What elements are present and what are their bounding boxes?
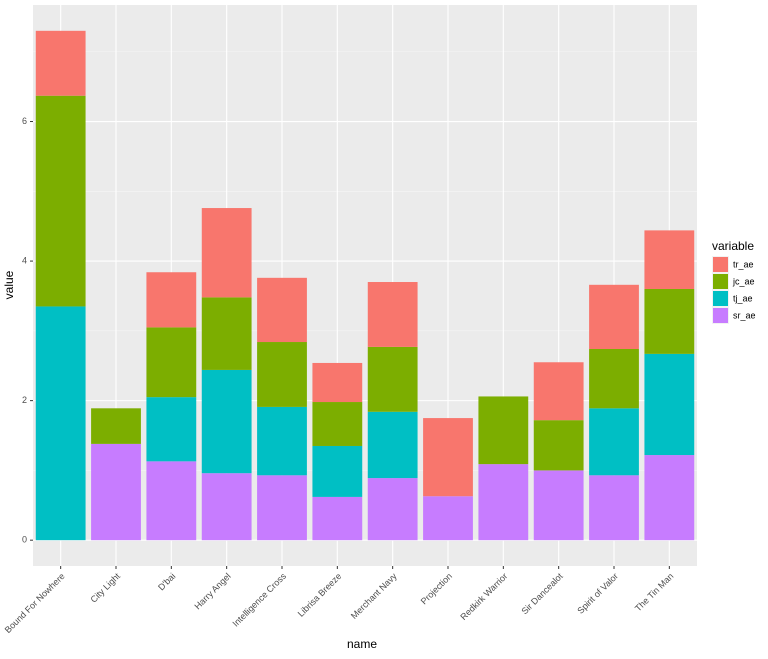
bar-segment xyxy=(644,455,695,541)
legend-key xyxy=(713,274,728,289)
y-axis-label: value xyxy=(2,270,16,299)
panel xyxy=(33,5,697,566)
x-axis-label: name xyxy=(347,637,377,651)
x-tick-label: Merchant Navy xyxy=(349,571,399,621)
legend-title: variable xyxy=(712,239,754,253)
bar-segment xyxy=(367,282,418,347)
bar-segment xyxy=(533,362,584,421)
bar-segment xyxy=(146,397,197,462)
legend-label: sr_ae xyxy=(733,310,756,320)
legend-label: tj_ae xyxy=(733,293,753,303)
bar-segment xyxy=(367,411,418,479)
legend-label: tr_ae xyxy=(733,259,754,269)
bar-segment xyxy=(478,464,529,541)
bar-segment xyxy=(146,461,197,541)
bar-segment xyxy=(312,402,363,446)
y-tick-label: 2 xyxy=(22,395,27,405)
bar-segment xyxy=(589,475,639,541)
bar-segment xyxy=(423,496,473,541)
bar-segment xyxy=(423,418,473,497)
bar-segment xyxy=(35,30,86,96)
x-tick-label: Sir Dancealot xyxy=(519,571,565,617)
x-tick-label: D'bai xyxy=(156,571,177,592)
bar-segment xyxy=(589,284,639,349)
bar-segment xyxy=(367,346,418,412)
bar-segment xyxy=(533,420,584,471)
bar-segment xyxy=(91,443,141,541)
bar-segment xyxy=(201,208,252,298)
bar-segment xyxy=(91,408,141,444)
x-tick-label: Spirit of Valor xyxy=(575,571,620,616)
bar-segment xyxy=(589,348,639,409)
legend-key xyxy=(713,291,728,306)
x-tick-label: Bound For Nowhere xyxy=(3,571,67,635)
bar-segment xyxy=(257,406,307,476)
legend-key xyxy=(713,308,728,323)
bar-segment xyxy=(312,362,363,403)
bar-segment xyxy=(589,408,639,476)
legend-label: jc_ae xyxy=(732,276,755,286)
bar-segment xyxy=(257,277,307,343)
bar-segment xyxy=(367,478,418,541)
y-tick-label: 6 xyxy=(22,116,27,126)
y-tick-label: 4 xyxy=(22,255,27,265)
bar-segment xyxy=(146,272,197,328)
bar-segment xyxy=(35,95,86,307)
x-tick-label: Projection xyxy=(419,571,454,606)
bar-segment xyxy=(201,297,252,370)
bar-segment xyxy=(35,306,86,541)
x-tick-label: Intelligence Cross xyxy=(230,571,288,629)
bar-segment xyxy=(644,230,695,289)
bar-segment xyxy=(478,396,529,465)
bar-segment xyxy=(257,475,307,541)
x-tick-label: Harry Angel xyxy=(192,571,232,611)
bar-segment xyxy=(146,327,197,398)
bar-segment xyxy=(644,288,695,354)
bar-segment xyxy=(257,342,307,407)
x-tick-label: City Light xyxy=(88,571,122,605)
bar-segment xyxy=(201,473,252,541)
y-tick-label: 0 xyxy=(22,535,27,545)
bar-segment xyxy=(312,445,363,497)
legend-key xyxy=(713,257,728,272)
bar-segment xyxy=(533,470,584,541)
bar-segment xyxy=(201,369,252,474)
bar-segment xyxy=(312,496,363,541)
x-tick-label: Librisa Breeze xyxy=(296,571,344,619)
x-tick-label: Redkirk Warrior xyxy=(458,571,509,622)
bar-segment xyxy=(644,353,695,456)
x-tick-label: The Tin Man xyxy=(633,571,675,613)
